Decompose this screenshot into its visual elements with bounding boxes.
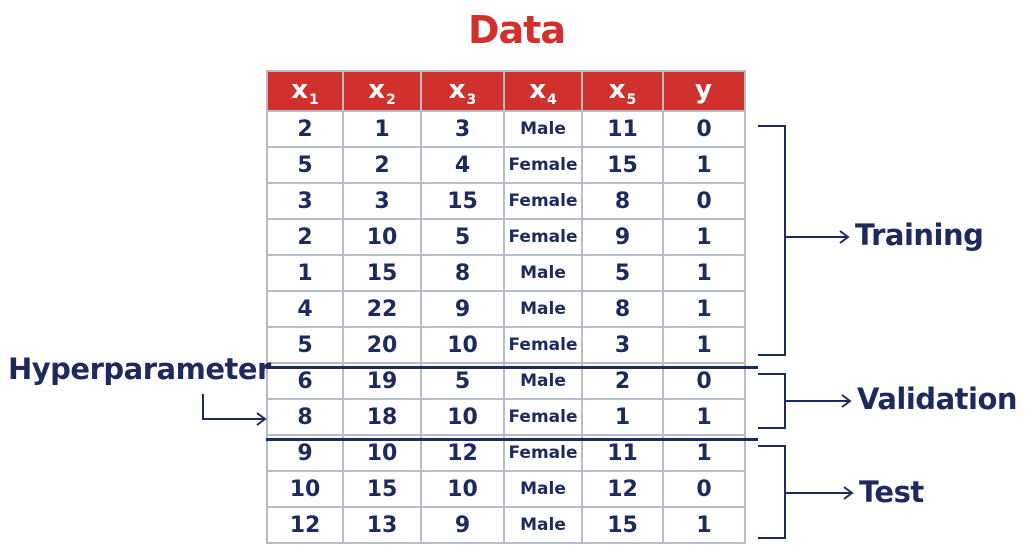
test-split-line [266,438,758,441]
table-cell: Female [503,146,583,184]
table-row: 3 3 15 Female 8 0 [266,182,746,220]
table-cell: 9 [581,218,664,256]
table-cell: 10 [342,218,422,256]
test-bracket [758,445,786,539]
table-cell: Male [503,290,583,328]
table-row: 5 2 4 Female 15 1 [266,146,746,184]
table-cell: Female [503,218,583,256]
table-row: 4 22 9 Male 8 1 [266,290,746,328]
training-bracket [758,125,786,356]
table-cell: 13 [342,506,422,544]
table-cell: 2 [266,218,344,256]
table-cell: 1 [266,254,344,292]
column-header: x3 [420,70,505,112]
training-label: Training [855,218,984,252]
table-cell: 3 [581,326,664,364]
training-arrow-head [839,230,850,244]
table-cell: Female [503,398,583,436]
test-label: Test [859,475,924,509]
table-row: 8 18 10 Female 1 1 [266,398,746,436]
table-cell: 8 [266,398,344,436]
table-cell: 2 [266,110,344,148]
table-cell: 3 [420,110,505,148]
test-arrow-head [843,486,854,500]
table-cell: 3 [342,182,422,220]
table-cell: 15 [581,506,664,544]
validation-arrow-head [841,394,852,408]
hyperparameter-arrow-shaft [202,394,265,420]
table-cell: 3 [266,182,344,220]
table-cell: 15 [342,254,422,292]
table-cell: 2 [342,146,422,184]
table-cell: 0 [662,470,746,508]
data-table: x1 x2 x3 x4 x5 y 2 1 3 Male 11 0 5 2 4 Female 15 1 3… [266,70,746,544]
table-cell: 10 [420,398,505,436]
table-cell: 8 [581,182,664,220]
table-cell: Male [503,110,583,148]
table-cell: Female [503,326,583,364]
table-cell: 10 [420,470,505,508]
validation-split-line [266,366,758,369]
hyperparameter-arrow-head [256,412,267,426]
validation-bracket [758,373,786,429]
diagram-title: Data [468,8,566,52]
table-cell: 1 [662,218,746,256]
table-cell: Female [503,182,583,220]
table-cell: 1 [662,146,746,184]
table-cell: 5 [420,218,505,256]
table-cell: 5 [581,254,664,292]
table-cell: 12 [581,470,664,508]
table-cell: 8 [420,254,505,292]
table-row: 5 20 10 Female 3 1 [266,326,746,364]
table-cell: 10 [420,326,505,364]
table-cell: 4 [266,290,344,328]
table-cell: 10 [266,470,344,508]
table-header-row: x1 x2 x3 x4 x5 y [266,70,746,112]
validation-label: Validation [857,382,1018,416]
table-row: 12 13 9 Male 15 1 [266,506,746,544]
table-row: 1 15 8 Male 5 1 [266,254,746,292]
column-header: x2 [342,70,422,112]
table-cell: 1 [662,290,746,328]
table-cell: 15 [420,182,505,220]
hyperparameter-label: Hyperparameter [8,352,271,386]
table-cell: 9 [420,506,505,544]
table-cell: 8 [581,290,664,328]
column-header: y [662,70,746,112]
table-cell: 5 [266,326,344,364]
table-cell: 11 [581,110,664,148]
table-cell: 1 [662,326,746,364]
table-cell: Male [503,470,583,508]
table-cell: 1 [662,506,746,544]
table-cell: 12 [266,506,344,544]
table-cell: 22 [342,290,422,328]
table-cell: 5 [266,146,344,184]
table-cell: 1 [662,398,746,436]
column-header: x5 [581,70,664,112]
table-row: 2 1 3 Male 11 0 [266,110,746,148]
table-cell: 18 [342,398,422,436]
column-header: x1 [266,70,344,112]
table-cell: 1 [662,254,746,292]
column-header: x4 [503,70,583,112]
table-cell: 1 [342,110,422,148]
table-cell: 1 [581,398,664,436]
table-cell: 0 [662,110,746,148]
table-cell: 15 [581,146,664,184]
table-cell: 0 [662,182,746,220]
table-cell: 15 [342,470,422,508]
table-row: 2 10 5 Female 9 1 [266,218,746,256]
table-cell: 20 [342,326,422,364]
table-row: 10 15 10 Male 12 0 [266,470,746,508]
table-cell: 4 [420,146,505,184]
table-cell: Male [503,506,583,544]
table-cell: Male [503,254,583,292]
table-cell: 9 [420,290,505,328]
